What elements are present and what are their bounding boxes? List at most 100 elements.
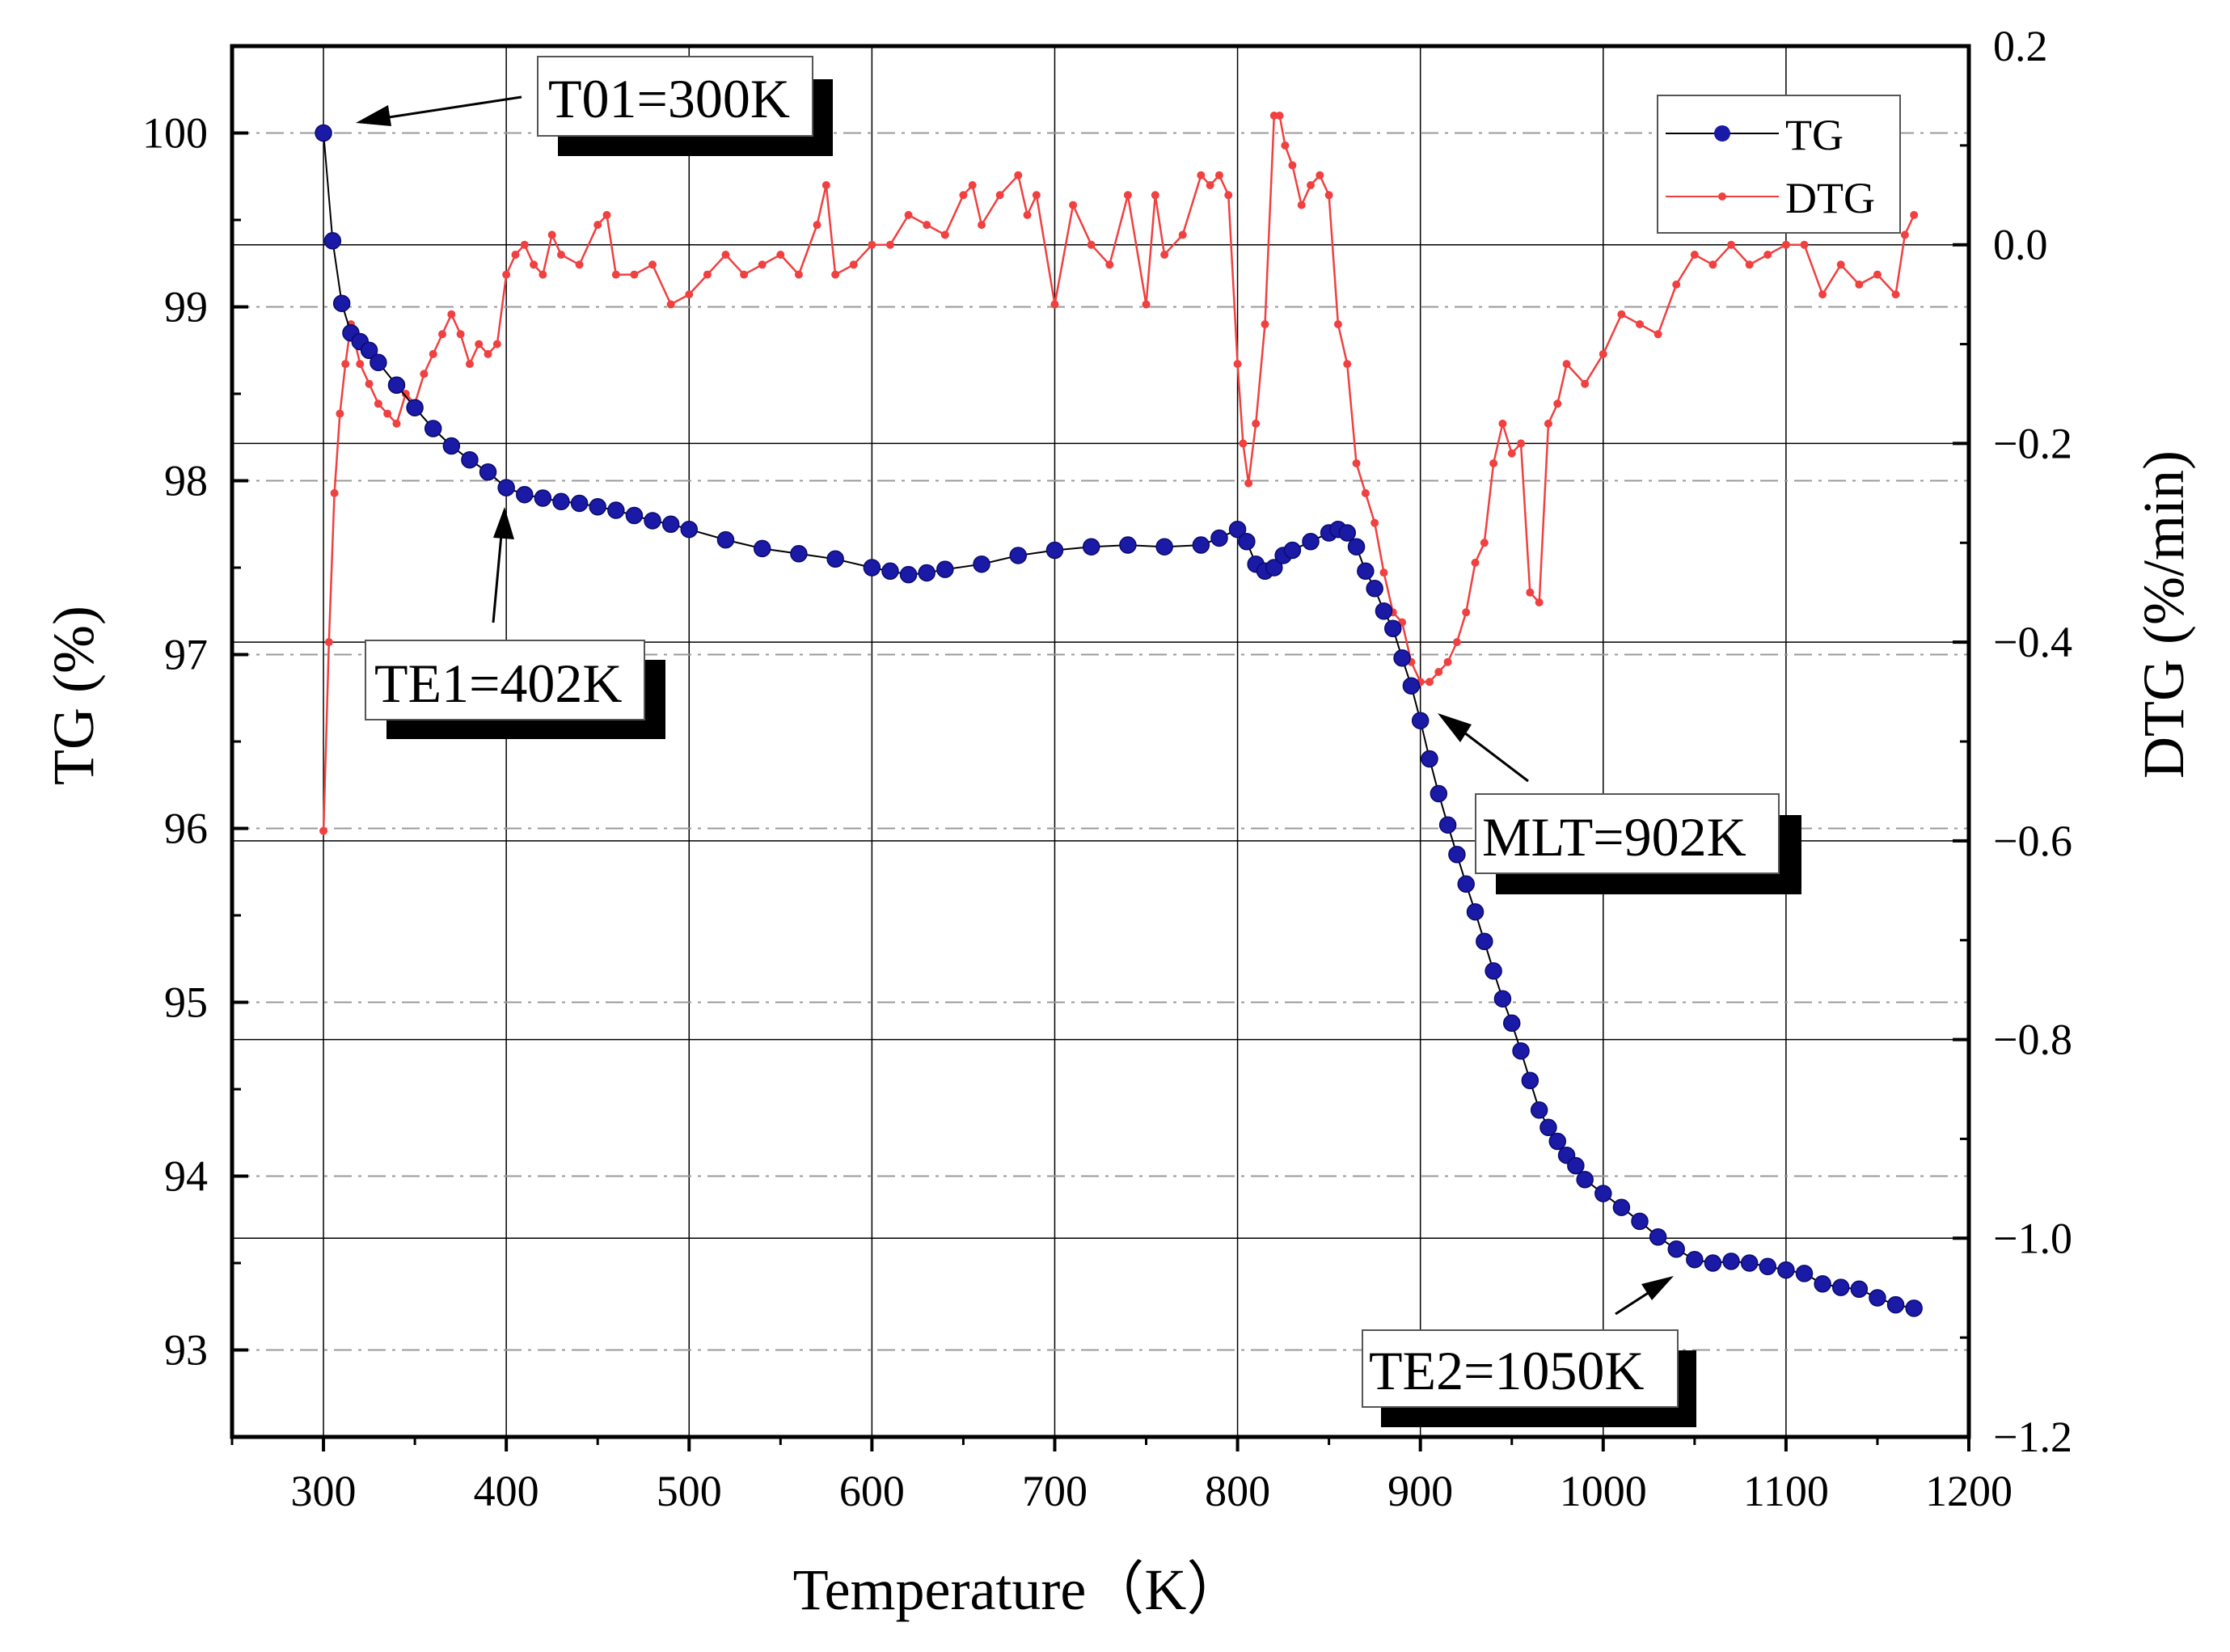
dtg-point (1507, 449, 1516, 458)
dtg-point (438, 330, 447, 339)
tg-point (1210, 529, 1228, 547)
tg-point (1402, 677, 1421, 695)
dtg-point (1617, 310, 1626, 319)
annotation-te2: TE2=1050K (1362, 1276, 1696, 1427)
tg-point (1393, 649, 1411, 667)
tg-point (1631, 1212, 1649, 1231)
dtg-point (703, 270, 712, 279)
dtg-point (502, 270, 511, 279)
tg-point (1476, 932, 1493, 950)
tg-point (753, 539, 771, 558)
dtg-point (1443, 657, 1452, 666)
dtg-point (1214, 171, 1223, 180)
dtg-point (1032, 191, 1041, 200)
tg-point (1530, 1101, 1548, 1119)
tg-point (1466, 902, 1485, 921)
dtg-point (1599, 349, 1607, 358)
dtg-point (1343, 360, 1352, 369)
tg-point (1155, 538, 1173, 556)
tg-point (1521, 1071, 1539, 1089)
dtg-point (758, 260, 767, 269)
dtg-point (1324, 191, 1333, 200)
dtg-point (1900, 230, 1909, 239)
tg-point (1283, 541, 1302, 560)
tg-point (1430, 784, 1448, 803)
legend-dtg-label: DTG (1785, 174, 1875, 222)
x-axis-title: Temperature（K） (793, 1557, 1245, 1622)
dtg-point (1244, 479, 1253, 488)
dtg-point (1763, 251, 1772, 259)
dtg-point (1855, 280, 1864, 289)
axis-ticks: 300 400 500 600 700 800 900 1000 1100 1200 93 94 95 9… (142, 22, 2072, 1515)
dtg-point (374, 399, 382, 408)
y-tick-label: 100 (142, 109, 208, 158)
dtg-point (511, 251, 520, 259)
dtg-point (593, 221, 602, 230)
tg-point (1485, 962, 1502, 980)
x-tick-label: 1000 (1560, 1467, 1647, 1515)
tg-point (1814, 1275, 1831, 1293)
tg-point (607, 501, 625, 519)
dtg-point (1087, 240, 1096, 249)
dtg-point (1480, 539, 1489, 547)
tg-point (1357, 562, 1375, 581)
dtg-point (547, 230, 556, 239)
dtg-point (1636, 320, 1645, 328)
tg-point (1192, 536, 1210, 554)
tg-point (863, 559, 881, 577)
dtg-point (492, 340, 501, 349)
dtg-point (530, 260, 538, 269)
dtg-point (383, 409, 392, 418)
dtg-point (740, 270, 749, 279)
tg-point (1686, 1250, 1704, 1269)
annotation-t01-box (537, 56, 813, 137)
dtg-point (420, 370, 429, 378)
dtg-point (1672, 280, 1681, 289)
tg-point (1082, 538, 1100, 556)
tg-point (1512, 1041, 1530, 1060)
dtg-point (1069, 201, 1078, 209)
tg-point (442, 437, 461, 455)
x-tick-label: 1200 (1925, 1467, 2012, 1515)
y-tick-label: 94 (164, 1152, 208, 1201)
dtg-point (885, 240, 894, 249)
dtg-point (968, 181, 977, 189)
dtg-point (1197, 171, 1206, 180)
dtg-point (1891, 290, 1900, 299)
dtg-point (1281, 141, 1290, 150)
tg-point (1448, 846, 1466, 864)
tg-point (1119, 536, 1137, 554)
dtg-point (1708, 260, 1717, 269)
tg-point (1777, 1261, 1795, 1279)
dtg-point (575, 260, 584, 269)
dtg-point (1014, 171, 1023, 180)
tg-point (1722, 1253, 1740, 1270)
y2-tick-label: −0.8 (1993, 1016, 2072, 1064)
tg-point (1649, 1228, 1667, 1246)
y-axis-title: TG (%) (41, 606, 106, 785)
legend: TG DTG (1657, 95, 1901, 234)
dtg-point (602, 210, 611, 219)
dtg-point (401, 390, 410, 398)
dtg-point (831, 270, 840, 279)
tg-point (1759, 1257, 1777, 1276)
x-tick-label: 600 (839, 1467, 905, 1515)
tg-point (899, 565, 918, 584)
tg-point (315, 124, 332, 142)
dtg-point (1371, 518, 1379, 527)
dtg-point (1425, 678, 1434, 687)
tg-point (1238, 533, 1256, 551)
tg-point (1228, 520, 1247, 539)
tg-point (1421, 750, 1438, 768)
tg-point (534, 489, 552, 507)
tg-point (1905, 1299, 1923, 1317)
tg-point (1411, 712, 1430, 729)
dtg-point (1745, 260, 1754, 269)
annotation-t01-arrowhead (356, 105, 391, 126)
tg-point (1612, 1198, 1631, 1216)
annotation-te1: TE1=402K (365, 507, 665, 739)
tg-point (826, 550, 844, 568)
tg-point (881, 562, 899, 581)
dtg-point (1781, 240, 1790, 249)
dtg-point (1239, 439, 1248, 448)
